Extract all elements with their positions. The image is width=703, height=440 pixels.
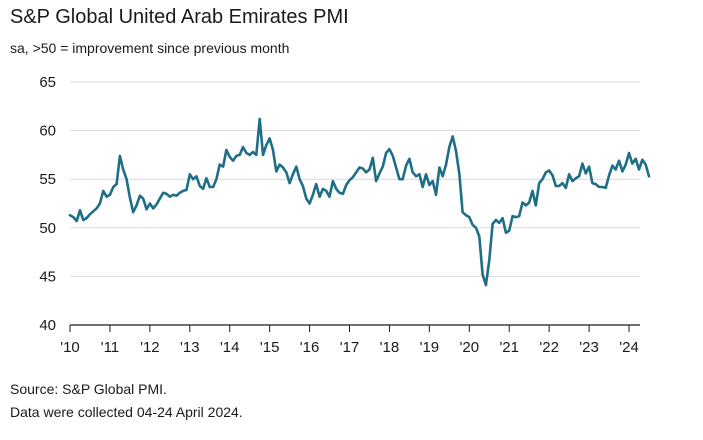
y-tick-label: 65 bbox=[39, 74, 56, 91]
x-tick-label: '11 bbox=[101, 339, 119, 356]
x-tick-label: '17 bbox=[340, 339, 360, 356]
x-tick-label: '23 bbox=[579, 339, 599, 356]
source-note: Source: S&P Global PMI. bbox=[10, 381, 167, 397]
x-tick-label: '10 bbox=[60, 339, 80, 356]
x-tick-label: '19 bbox=[420, 339, 440, 356]
chart-subtitle: sa, >50 = improvement since previous mon… bbox=[10, 40, 290, 56]
series-line-pmi bbox=[68, 117, 651, 287]
collection-note: Data were collected 04-24 April 2024. bbox=[10, 404, 243, 420]
x-tick-label: '20 bbox=[460, 339, 480, 356]
x-tick-label: '13 bbox=[180, 339, 200, 356]
y-tick-label: 45 bbox=[39, 268, 56, 285]
x-tick-label: '12 bbox=[140, 339, 160, 356]
y-tick-label: 55 bbox=[39, 171, 56, 188]
x-tick-label: '24 bbox=[619, 339, 639, 356]
chart-title: S&P Global United Arab Emirates PMI bbox=[10, 6, 349, 28]
axis-layer: 40 45 50 55 60 65 '10 '11 '12 '13 '14 '15 '16 '17 '18 '… bbox=[39, 74, 640, 356]
x-tick-label: '16 bbox=[300, 339, 320, 356]
x-tick-label: '18 bbox=[380, 339, 400, 356]
y-tick-label: 40 bbox=[39, 317, 56, 334]
x-tick-label: '15 bbox=[260, 339, 280, 356]
x-tick-label: '22 bbox=[539, 339, 559, 356]
grid-layer bbox=[70, 81, 640, 277]
x-tick-label: '14 bbox=[220, 339, 240, 356]
series-layer bbox=[68, 117, 651, 287]
y-tick-label: 60 bbox=[39, 123, 56, 140]
x-tick-label: '21 bbox=[499, 339, 519, 356]
y-tick-label: 50 bbox=[39, 220, 56, 237]
